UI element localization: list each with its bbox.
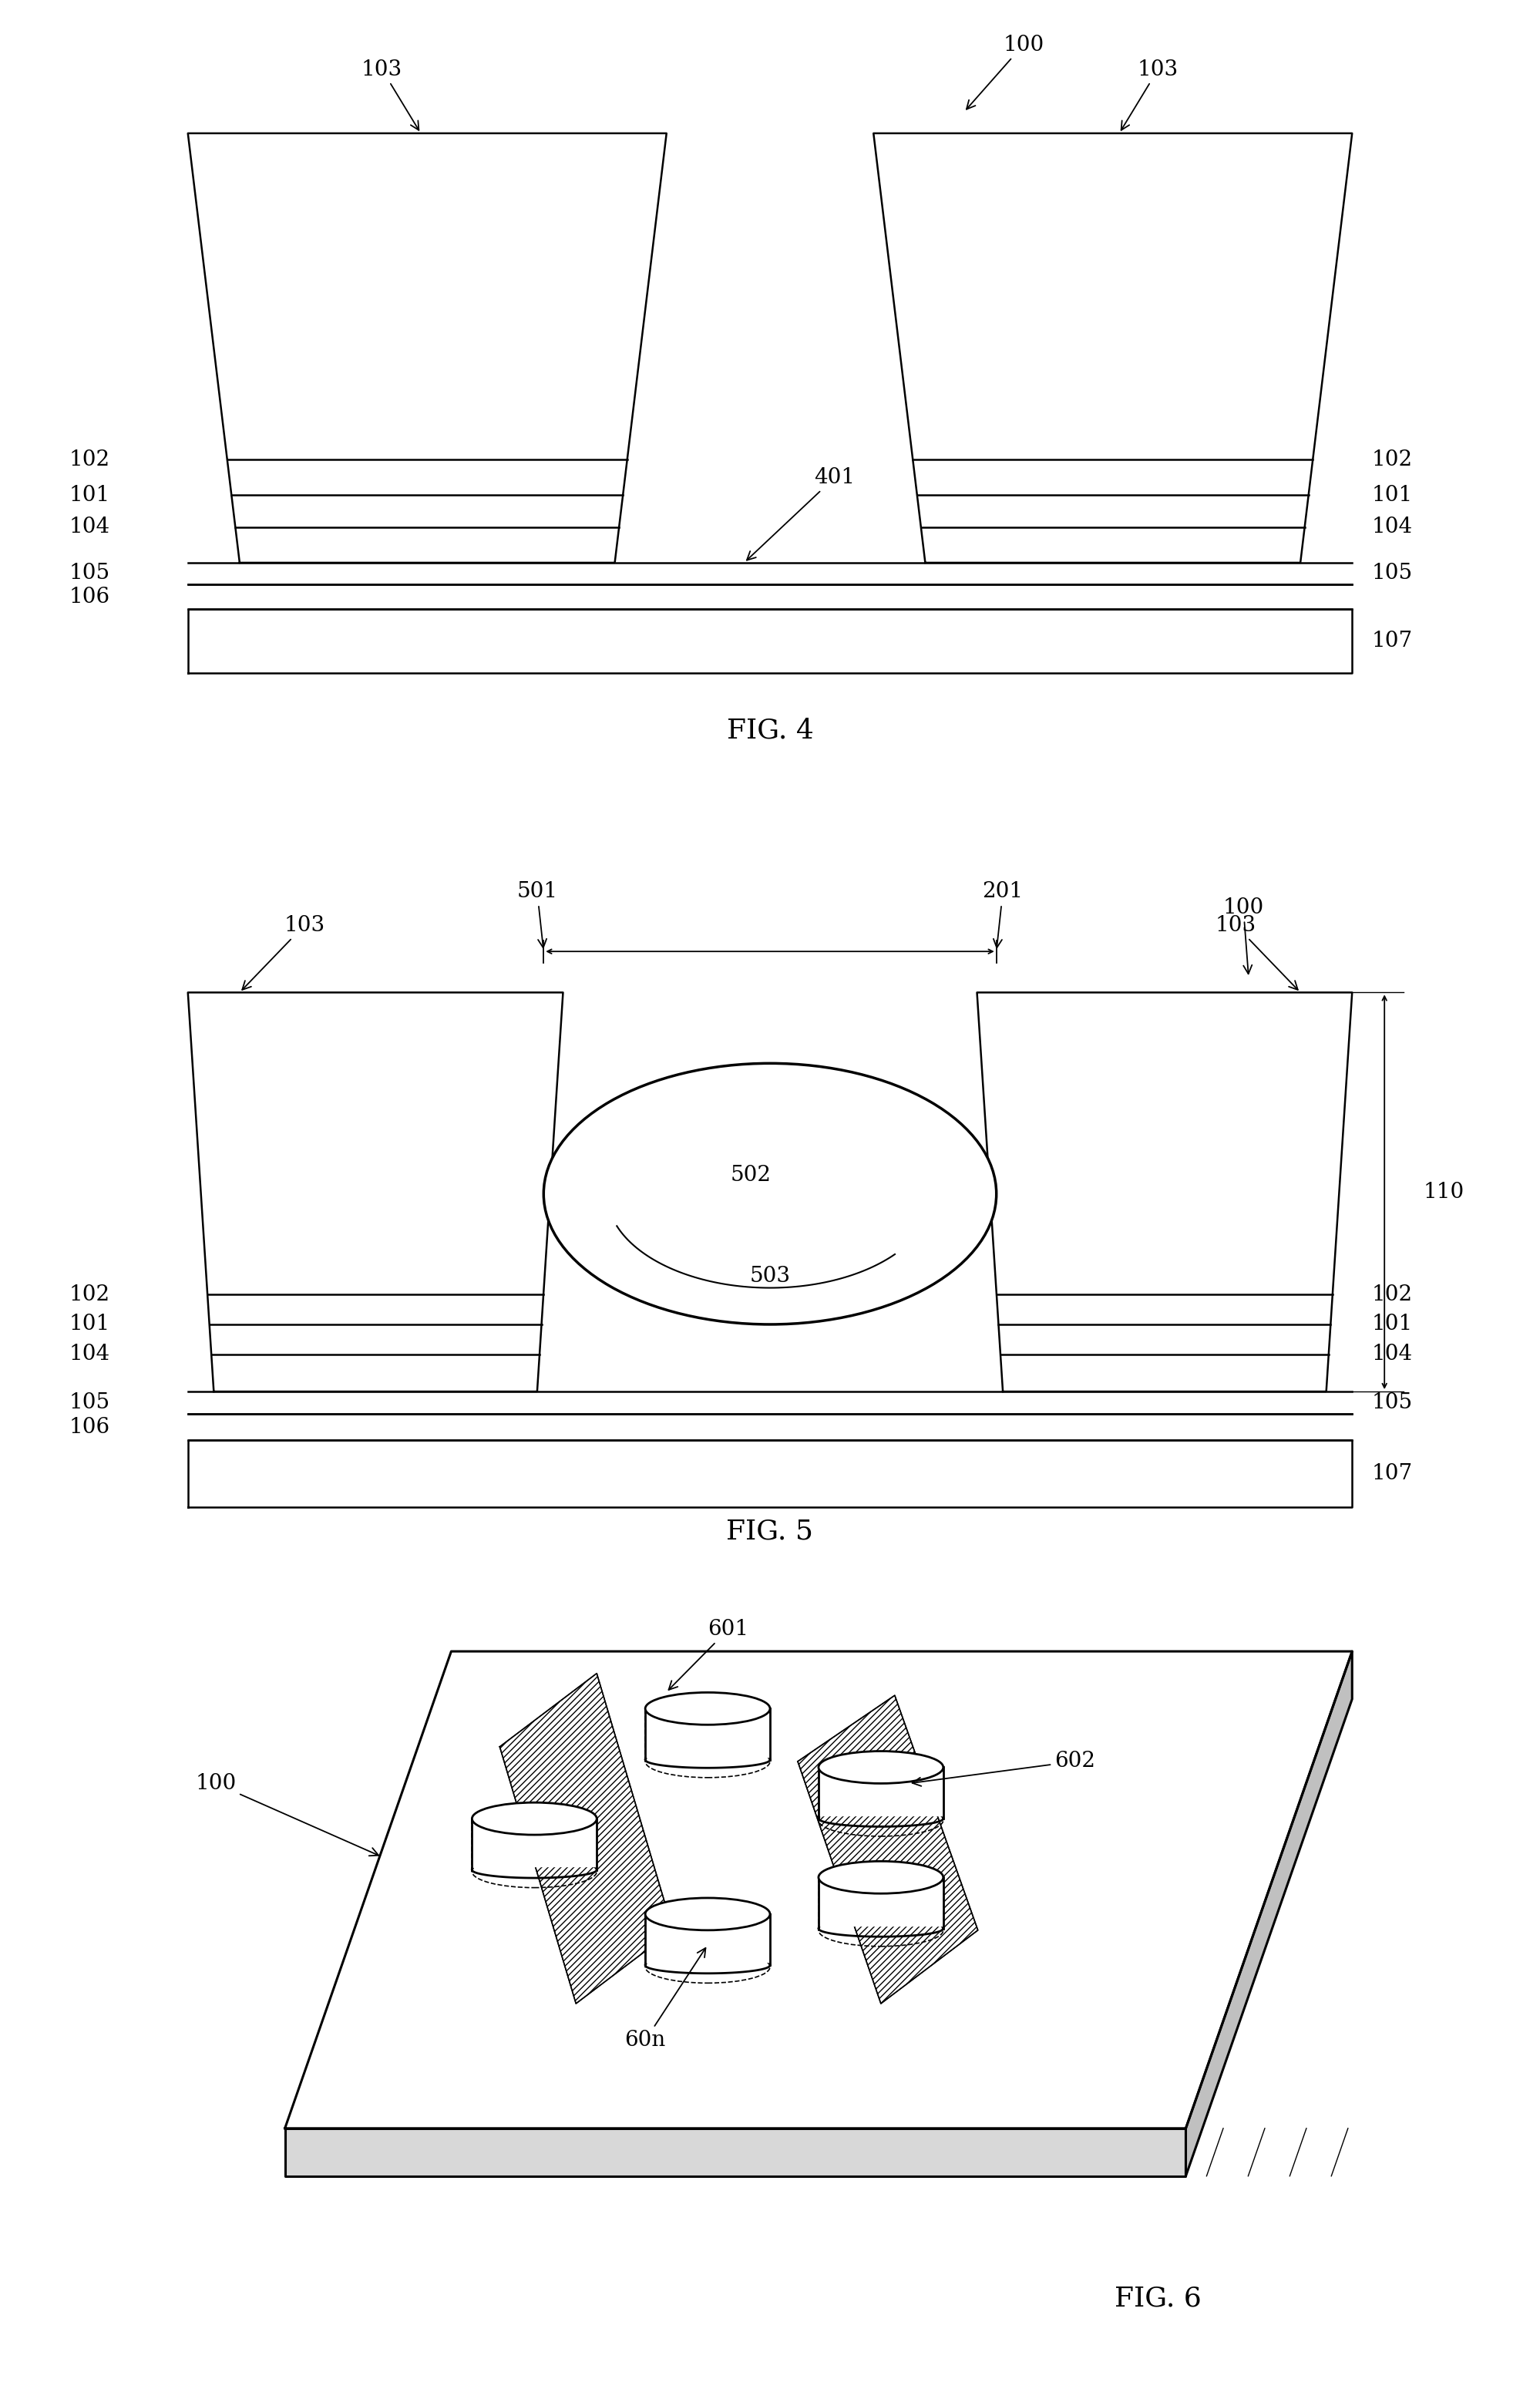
Text: 101: 101 <box>1372 486 1412 505</box>
Text: 107: 107 <box>1372 1463 1412 1485</box>
Text: 104: 104 <box>1372 1345 1412 1364</box>
Text: 103: 103 <box>242 914 325 989</box>
Text: 103: 103 <box>362 60 419 130</box>
Polygon shape <box>1186 1651 1352 2175</box>
Polygon shape <box>873 132 1352 563</box>
Text: 105: 105 <box>1372 563 1412 585</box>
Polygon shape <box>188 1415 1352 1439</box>
Polygon shape <box>188 585 1352 609</box>
Text: 105: 105 <box>69 1393 111 1412</box>
Text: 101: 101 <box>69 486 111 505</box>
Text: 102: 102 <box>69 1285 111 1304</box>
Text: 502: 502 <box>730 1165 772 1186</box>
Text: 104: 104 <box>69 1345 111 1364</box>
Ellipse shape <box>819 1752 944 1783</box>
Text: 501: 501 <box>517 881 557 948</box>
Text: 60n: 60n <box>625 1949 705 2050</box>
Polygon shape <box>285 2129 1186 2175</box>
Ellipse shape <box>544 1063 996 1323</box>
Text: 104: 104 <box>1372 517 1412 537</box>
Polygon shape <box>188 1439 1352 1506</box>
Text: FIG. 6: FIG. 6 <box>1115 2286 1201 2312</box>
Polygon shape <box>285 1651 1352 2129</box>
Ellipse shape <box>645 1691 770 1725</box>
Text: 100: 100 <box>1223 897 1264 974</box>
Text: 101: 101 <box>1372 1314 1412 1335</box>
Text: 401: 401 <box>747 467 855 561</box>
Text: 103: 103 <box>1215 914 1298 989</box>
Text: 100: 100 <box>196 1773 379 1855</box>
Polygon shape <box>188 563 1352 585</box>
Text: 105: 105 <box>1372 1393 1412 1412</box>
Text: 106: 106 <box>69 587 111 606</box>
Text: 105: 105 <box>69 563 111 585</box>
Ellipse shape <box>645 1898 770 1930</box>
Text: 201: 201 <box>983 881 1023 948</box>
Text: 107: 107 <box>1372 630 1412 652</box>
Text: 601: 601 <box>668 1619 748 1689</box>
Text: 602: 602 <box>912 1752 1095 1785</box>
Text: 104: 104 <box>69 517 111 537</box>
Ellipse shape <box>473 1802 598 1836</box>
Text: FIG. 5: FIG. 5 <box>727 1518 813 1545</box>
Ellipse shape <box>819 1862 944 1894</box>
Text: 102: 102 <box>1372 450 1412 469</box>
Text: 100: 100 <box>967 34 1044 108</box>
Polygon shape <box>188 132 667 563</box>
Text: 101: 101 <box>69 1314 111 1335</box>
Polygon shape <box>976 991 1352 1391</box>
Polygon shape <box>188 1391 1352 1415</box>
Text: 102: 102 <box>1372 1285 1412 1304</box>
Text: 103: 103 <box>1121 60 1178 130</box>
Polygon shape <box>188 991 564 1391</box>
Polygon shape <box>188 609 1352 674</box>
Text: FIG. 4: FIG. 4 <box>727 717 813 743</box>
Text: 503: 503 <box>750 1266 790 1287</box>
Text: 106: 106 <box>69 1417 111 1439</box>
Text: 102: 102 <box>69 450 111 469</box>
Text: 110: 110 <box>1423 1181 1465 1203</box>
